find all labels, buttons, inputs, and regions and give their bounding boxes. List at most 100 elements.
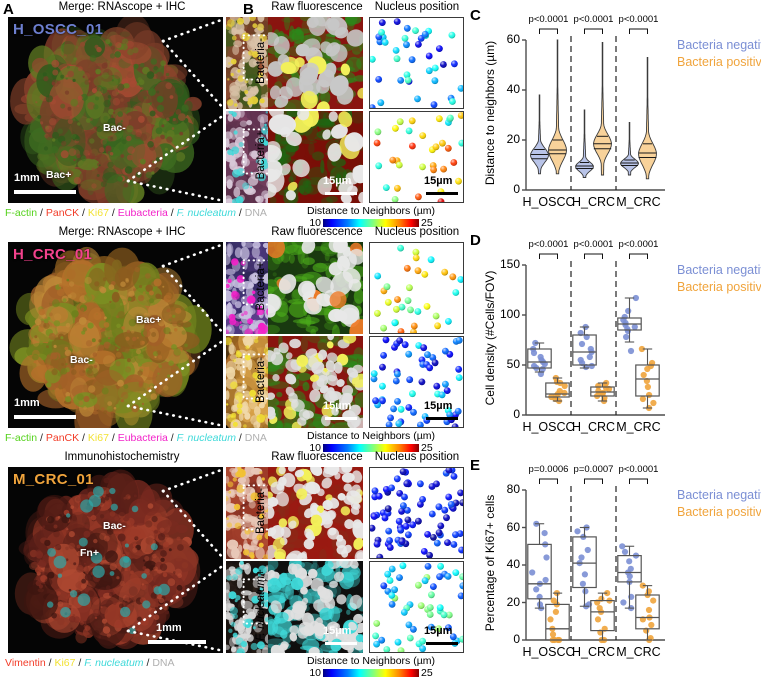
colorbar-title-2: Distance to Neighbors (µm) [306,655,435,667]
overview-scalebar-2 [148,640,206,644]
colorbar-max-0: 25 [421,217,433,229]
colorbar-max-2: 25 [421,667,433,679]
overview-micrograph-1[interactable] [8,242,223,428]
raw-scalebar-label-2: 15µm [323,625,352,637]
legend-sep: / [79,432,88,444]
colorbar-min-0: 10 [309,217,321,229]
raw-fluorescence-0-0[interactable] [268,17,363,109]
legend-negative-E: Bacteria negative [677,488,761,502]
overview-scalebar-label-1: 1mm [14,397,40,409]
raw-scalebar-label-0: 15µm [323,175,352,187]
overview-title-2: Immunohistochemistry [64,451,180,463]
pvalue-E-0: p=0.0006 [528,464,569,475]
pvalue-E-1: p=0.0007 [573,464,614,475]
b-title-raw-0: Raw fluorescence [271,1,363,13]
raw-scalebar-1 [325,417,357,420]
distance-colorbar-1: Distance to Neighbors (µm) 10 25 [276,430,466,454]
ytick-E-3: 60 [506,519,520,534]
nucleus-scalebar-label-2: 15µm [424,625,453,637]
xtick-C-1: H_CRC [571,195,616,209]
overview-micrograph-0[interactable] [8,17,223,203]
overview-micrograph-2[interactable] [8,467,223,653]
overview-scalebar-0 [14,190,76,194]
channel-legend-item-f--nucleatum: F. nucleatum [84,657,144,669]
ylabel-E: Percentage of Ki67+ cells [483,494,497,632]
panel-letter-b: B [243,1,254,18]
raw-fluorescence-0-1[interactable] [268,111,363,203]
overview-scalebar-1 [14,415,76,419]
panel-letter-d: D [470,232,481,249]
channel-legend-item-f-actin: F-actin [5,207,38,219]
xtick-D-2: M_CRC [616,420,661,434]
channel-legend-0: F-actin / PanCK / Ki67 / Eubacteria / F.… [5,207,267,219]
region-label-2-0: Bac- [103,520,126,532]
plot-svg-D [522,253,665,416]
colorbar-gradient-0 [323,219,419,227]
panel-d: D 0 50 100 150 Cell density (#Cells/FOV) H_OS… [468,231,761,451]
ytick-C-3: 60 [506,32,520,46]
ylabel-C: Distance to neighbors (µm) [483,40,497,186]
xtick-D-1: H_CRC [571,420,616,434]
pvalue-D-0: p<0.0001 [528,239,569,250]
raw-fluorescence-1-1[interactable] [268,336,363,428]
channel-legend-1: F-actin / PanCK / Ki67 / Eubacteria / F.… [5,432,267,444]
legend-sep: / [37,207,46,219]
ytick-C-1: 20 [506,132,520,146]
panel-e: E 0 20 40 60 80 Percentage of Ki67+ cells H_OS… [468,456,761,676]
ytick-D-2: 100 [499,307,520,321]
channel-legend-item-panck: PanCK [45,207,80,219]
b-title-nucleus-2: Nucleus position [374,451,460,463]
legend-sep: / [37,432,46,444]
nucleus-scalebar-2 [426,642,458,645]
panel-letter-c: C [470,7,481,24]
legend-sep: / [143,657,153,669]
channel-legend-item-eubacteria: Eubacteria [117,207,168,219]
nucleus-position-1-1[interactable] [369,336,464,428]
channel-legend-item-eubacteria: Eubacteria [117,432,168,444]
xtick-E-1: H_CRC [571,645,616,659]
overview-scalebar-label-0: 1mm [14,172,40,184]
nucleus-position-1-0[interactable] [369,242,464,334]
raw-fluorescence-1-0[interactable] [268,242,363,334]
legend-positive-C: Bacteria positive [677,55,761,69]
colorbar-max-1: 25 [421,442,433,454]
b-title-nucleus-0: Nucleus position [374,1,460,13]
nucleus-position-0-1[interactable] [369,111,464,203]
nucleus-scalebar-1 [426,417,458,420]
b-title-raw-1: Raw fluorescence [271,226,363,238]
b-row-label-1-1: Bacteria- [255,356,267,404]
legend-negative-C: Bacteria negative [677,38,761,52]
panel-letter-e: E [470,457,481,474]
xtick-C-2: M_CRC [616,195,661,209]
channel-legend-item-dna: DNA [244,432,267,444]
legend-sep: / [108,207,118,219]
nucleus-position-2-1[interactable] [369,561,464,653]
legend-sep: / [167,432,177,444]
channel-legend-item-f--nucleatum: F. nucleatum [176,207,236,219]
overview-title-1: Merge: RNAscope + IHC [58,226,186,238]
ytick-D-0: 0 [513,407,520,421]
distance-colorbar-0: Distance to Neighbors (µm) 10 25 [276,205,466,229]
nucleus-scalebar-label-0: 15µm [424,175,453,187]
pvalue-D-1: p<0.0001 [573,239,614,250]
pvalue-D-2: p<0.0001 [618,239,659,250]
legend-sep: / [45,657,55,669]
nucleus-position-0-0[interactable] [369,17,464,109]
xtick-E-0: H_OSCC [522,645,575,659]
raw-fluorescence-2-0[interactable] [268,467,363,559]
b-row-label-2-1: F. nucleatum+ [255,569,267,641]
legend-positive-E: Bacteria positive [677,505,761,519]
legend-positive-D: Bacteria positive [677,280,761,294]
ytick-E-4: 80 [506,482,520,496]
nucleus-position-2-0[interactable] [369,467,464,559]
pvalue-E-2: p<0.0001 [618,464,659,475]
raw-scalebar-2 [325,642,357,645]
ytick-E-0: 0 [513,632,520,646]
overview-scalebar-label-2: 1mm [156,622,182,634]
channel-legend-item-ki67: Ki67 [87,207,109,219]
ytick-C-2: 40 [506,82,520,96]
b-row-label-2-0: Bacteria- [255,487,267,535]
nucleus-scalebar-0 [426,192,458,195]
channel-legend-2: Vimentin / Ki67 / F. nucleatum / DNA [5,657,175,669]
b-row-label-0-0: Bacteria- [255,37,267,85]
